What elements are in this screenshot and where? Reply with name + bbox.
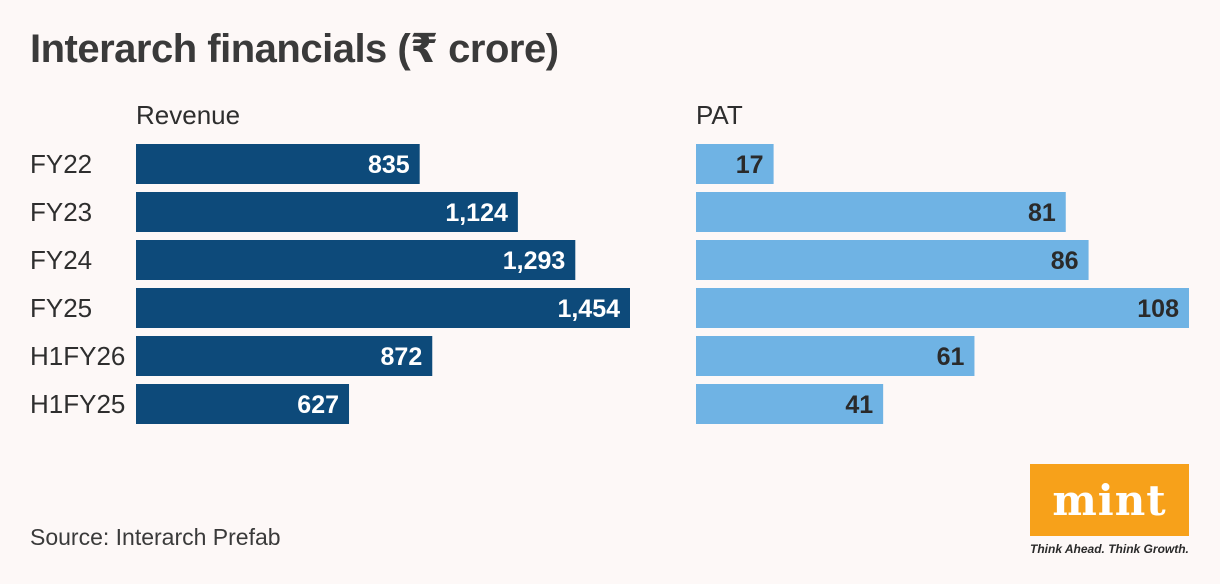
revenue-bar: [136, 384, 350, 424]
pat-bar: [696, 192, 1066, 232]
logo-tagline: Think Ahead. Think Growth.: [1030, 542, 1189, 556]
pat-value-label: 86: [1051, 247, 1079, 275]
chart-title: Interarch financials (₹ crore): [30, 27, 559, 71]
pat-bar: [696, 240, 1089, 280]
category-label: FY25: [30, 293, 92, 323]
category-label: H1FY26: [30, 341, 125, 371]
category-label: H1FY25: [30, 389, 125, 419]
pat-bar: [696, 384, 884, 424]
pat-bar: [696, 144, 774, 184]
mint-logo: mint: [1030, 464, 1189, 536]
revenue-bar: [136, 336, 433, 376]
mint-logo-text: mint: [1052, 475, 1167, 525]
category-label: FY22: [30, 149, 92, 179]
revenue-value-label: 1,124: [445, 199, 508, 227]
pat-value-label: 81: [1028, 199, 1056, 227]
pat-value-label: 108: [1137, 295, 1179, 323]
revenue-value-label: 627: [297, 391, 339, 419]
pat-value-label: 61: [937, 343, 965, 371]
revenue-value-label: 1,293: [503, 247, 566, 275]
panel-label-pat: PAT: [696, 100, 743, 130]
source-note: Source: Interarch Prefab: [30, 524, 281, 550]
pat-bar: [696, 336, 975, 376]
category-label: FY23: [30, 197, 92, 227]
revenue-bar: [136, 144, 420, 184]
category-label: FY24: [30, 245, 92, 275]
revenue-bar: [136, 192, 518, 232]
pat-bar: [696, 288, 1189, 328]
revenue-value-label: 1,454: [557, 295, 620, 323]
panel-label-revenue: Revenue: [136, 100, 240, 130]
revenue-bar: [136, 240, 576, 280]
revenue-value-label: 872: [381, 343, 423, 371]
revenue-value-label: 835: [368, 151, 410, 179]
revenue-bar: [136, 288, 630, 328]
pat-value-label: 17: [736, 151, 764, 179]
pat-value-label: 41: [845, 391, 873, 419]
